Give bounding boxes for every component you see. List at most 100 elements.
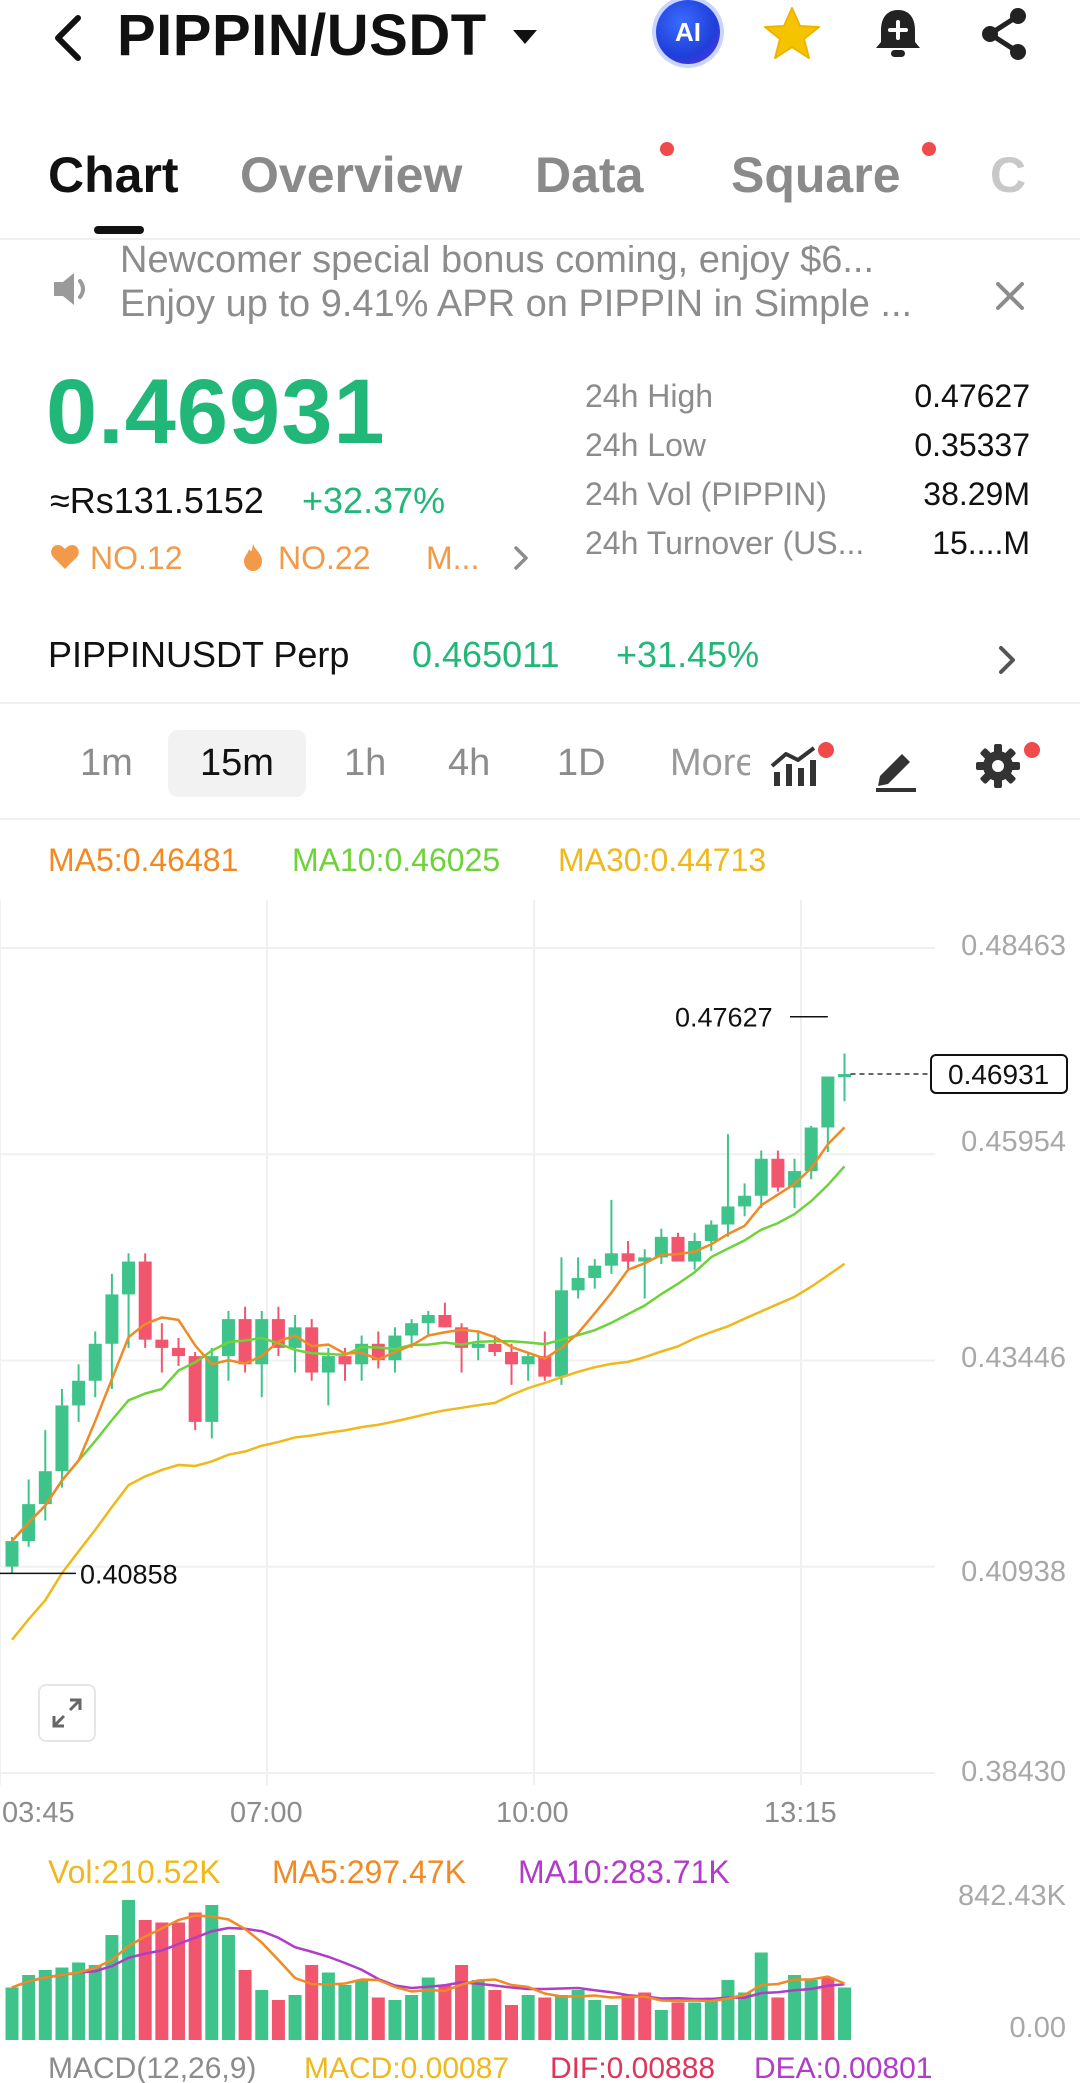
perp-row[interactable]: PIPPINUSDT Perp 0.465011 +31.45% [0, 620, 1080, 704]
candle-body [554, 1290, 568, 1377]
ai-button[interactable]: AI [656, 0, 720, 64]
candle-body [505, 1351, 518, 1365]
candle-body [571, 1277, 585, 1291]
candle-body [305, 1327, 319, 1373]
candle-body [638, 1257, 652, 1262]
announcement-line-2[interactable]: Enjoy up to 9.41% APR on PIPPIN in Simpl… [120, 283, 913, 325]
header: PIPPIN/USDT AI [0, 0, 1080, 70]
last-price-label: 0.46931 [948, 1059, 1049, 1090]
candle-body [754, 1158, 768, 1196]
timeframe-1m[interactable]: 1m [80, 742, 133, 784]
candle-body [804, 1127, 818, 1172]
y-tick-3: 0.43446 [961, 1342, 1066, 1374]
stat-label-24h-turnover: 24h Turnover (US... [585, 525, 865, 561]
expand-icon [52, 1698, 82, 1728]
chevron-right-icon[interactable] [992, 640, 1022, 680]
volume-bar [604, 2005, 618, 2040]
volume-bar [255, 1990, 269, 2040]
candlestick-chart[interactable]: 0.47627 0.40858 0.46931 [0, 900, 1080, 1900]
volume-bar [355, 1980, 369, 2040]
chevron-right-icon[interactable] [508, 543, 534, 573]
candle-body [455, 1327, 469, 1348]
x-tick-1: 03:45 [2, 1797, 75, 1829]
caret-down-icon[interactable] [510, 22, 540, 52]
fire-rank-icon [244, 543, 262, 571]
volume-bar [38, 1970, 52, 2040]
timeframe-1h[interactable]: 1h [344, 742, 387, 784]
volume-bar [338, 1985, 352, 2040]
settings-gear-icon[interactable] [970, 738, 1026, 794]
timeframe-15m[interactable]: 15m [168, 730, 306, 797]
candle-body [621, 1253, 635, 1262]
candle-body [671, 1236, 685, 1262]
announcement-line-1[interactable]: Newcomer special bonus coming, enjoy $6.… [120, 245, 875, 281]
bell-plus-icon[interactable] [866, 2, 930, 66]
x-tick-4: 13:15 [764, 1797, 837, 1829]
rank-badge-3[interactable]: M... [426, 540, 480, 576]
y-tick-4: 0.40938 [961, 1556, 1066, 1588]
volume-chart[interactable] [0, 1890, 880, 2040]
volume-bar [538, 1997, 552, 2040]
candle-body [421, 1314, 435, 1324]
volume-bar [405, 1995, 419, 2040]
stat-label-24h-vol: 24h Vol (PIPPIN) [585, 476, 827, 512]
volume-bar [821, 1977, 835, 2040]
volume-bar [488, 1990, 502, 2040]
timeframe-bar: 1m 15m 1h 4h 1D More [0, 720, 1080, 820]
close-icon[interactable] [990, 276, 1030, 316]
timeframe-4h[interactable]: 4h [448, 742, 491, 784]
volume-bar [188, 1912, 202, 2040]
volume-bar [5, 1987, 19, 2040]
rank-badge-2[interactable]: NO.22 [278, 540, 371, 576]
candle-body [205, 1356, 219, 1422]
draw-pencil-icon[interactable] [868, 738, 924, 794]
volume-bar [455, 1965, 469, 2040]
volume-bar [172, 1922, 185, 2040]
pair-title[interactable]: PIPPIN/USDT [117, 3, 487, 68]
stat-value-24h-turnover: 15....M [932, 525, 1030, 561]
rank-badge-1[interactable]: NO.12 [90, 540, 183, 576]
volume-bar [838, 1987, 851, 2040]
tab-data[interactable]: Data [535, 147, 644, 203]
candle-body [105, 1294, 119, 1344]
candle-body [471, 1343, 485, 1348]
indicator-icon[interactable] [766, 738, 822, 794]
volume-bar [305, 1965, 319, 2040]
tab-square[interactable]: Square [731, 147, 901, 203]
volume-bar [55, 1967, 69, 2040]
timeframe-1d[interactable]: 1D [557, 742, 606, 784]
stat-value-24h-low: 0.35337 [914, 427, 1030, 463]
share-icon[interactable] [972, 2, 1036, 66]
candle-body [788, 1171, 802, 1188]
last-price-box [930, 1053, 1068, 1094]
candle-body [172, 1347, 185, 1357]
candle-body [138, 1261, 152, 1340]
volume-bar [72, 1962, 86, 2040]
candle-body [288, 1327, 302, 1348]
volume-ma10-line [11, 1926, 845, 2001]
candle-body [405, 1323, 419, 1336]
y-tick-1: 0.48463 [961, 930, 1066, 962]
expand-button[interactable] [38, 1684, 96, 1742]
volume-bar [238, 1970, 252, 2040]
perp-price: 0.465011 [412, 634, 560, 675]
candle-body [72, 1380, 86, 1406]
candle-body [122, 1261, 136, 1295]
tab-more-partial[interactable]: C [990, 147, 1027, 203]
back-arrow-icon[interactable] [40, 8, 100, 68]
tab-overview[interactable]: Overview [240, 147, 463, 203]
volume-bar [688, 2002, 702, 2040]
tab-chart[interactable]: Chart [48, 147, 179, 203]
stat-label-24h-low: 24h Low [585, 427, 706, 463]
volume-y-top: 842.43K [957, 1880, 1066, 1912]
volume-legend: Vol:210.52K [48, 1854, 221, 1890]
volume-bar [521, 1995, 535, 2040]
indicator-notification-dot [818, 742, 834, 758]
timeframe-more[interactable]: More [670, 742, 750, 784]
candle-body [88, 1343, 102, 1381]
ma30-line [11, 1262, 846, 1641]
star-icon[interactable] [760, 2, 824, 66]
announcement-bar[interactable]: Newcomer special bonus coming, enjoy $6.… [0, 245, 1080, 325]
tab-active-indicator [94, 226, 144, 234]
volume-bar [205, 1905, 219, 2040]
